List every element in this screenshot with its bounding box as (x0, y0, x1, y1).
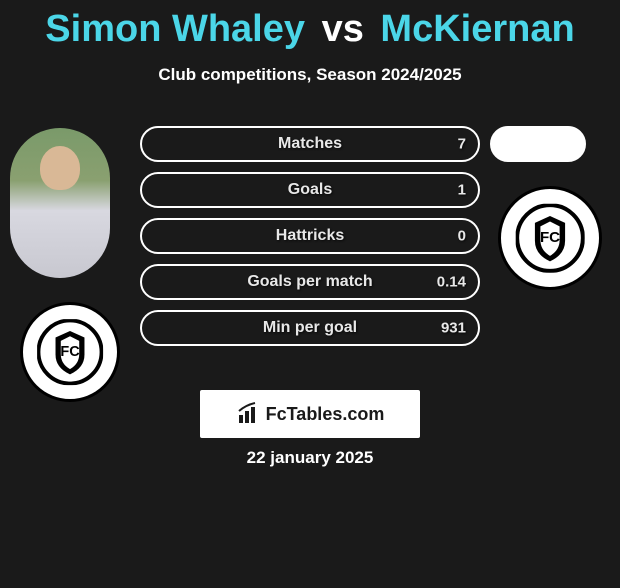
stat-row: Min per goal 931 (0, 310, 620, 348)
player2-name: McKiernan (380, 8, 574, 50)
subtitle: Club competitions, Season 2024/2025 (0, 65, 620, 85)
stat-extra-pill (490, 126, 586, 162)
comparison-title: Simon Whaley vs McKiernan (0, 8, 620, 51)
stat-value: 0 (458, 228, 466, 245)
brand-badge: FcTables.com (200, 390, 420, 438)
stat-label: Hattricks (276, 227, 344, 245)
stat-value: 7 (458, 136, 466, 153)
stat-value: 0.14 (437, 274, 466, 291)
stat-pill-gpm: Goals per match 0.14 (140, 264, 480, 300)
stat-label: Goals (288, 181, 332, 199)
stat-row: Goals per match 0.14 (0, 264, 620, 302)
stat-row: Matches 7 (0, 126, 620, 164)
stat-pill-mpg: Min per goal 931 (140, 310, 480, 346)
stat-label: Matches (278, 135, 342, 153)
date-line: 22 january 2025 (0, 448, 620, 468)
stats-area: Matches 7 Goals 1 Hattricks 0 Goals per … (0, 126, 620, 356)
brand-text: FcTables.com (266, 404, 385, 425)
stat-pill-hattricks: Hattricks 0 (140, 218, 480, 254)
stat-label: Goals per match (247, 273, 372, 291)
player1-name: Simon Whaley (45, 8, 305, 50)
stat-pill-goals: Goals 1 (140, 172, 480, 208)
stat-label: Min per goal (263, 319, 357, 337)
vs-text: vs (322, 8, 364, 50)
chart-bars-icon (236, 401, 262, 427)
stat-value: 931 (441, 320, 466, 337)
stat-value: 1 (458, 182, 466, 199)
stat-pill-matches: Matches 7 (140, 126, 480, 162)
stat-row: Goals 1 (0, 172, 620, 210)
stat-row: Hattricks 0 (0, 218, 620, 256)
